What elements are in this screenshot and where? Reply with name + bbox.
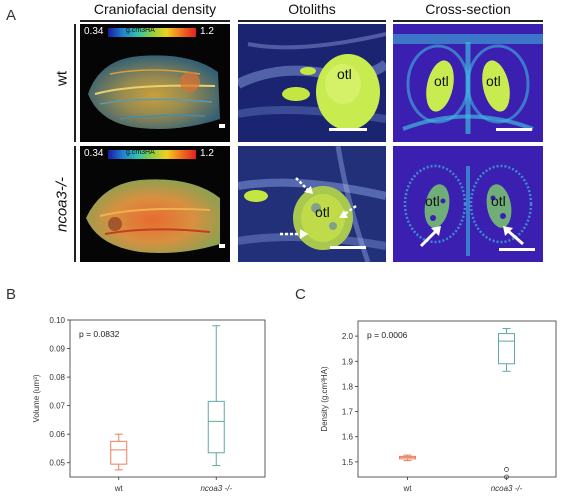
y-tick-label: 0.06 — [49, 430, 65, 439]
otolith-label: otl — [434, 73, 449, 89]
image-ncoa3-craniofacial — [80, 146, 230, 262]
y-tick-label: 1.7 — [342, 408, 354, 417]
colorbar-unit: g.cm3HA — [126, 27, 155, 34]
otolith-label: otl — [337, 66, 352, 82]
column-underline — [238, 20, 386, 22]
panel-letter-c: C — [295, 286, 306, 303]
otolith-label: otl — [425, 193, 440, 209]
colorbar-unit: g.cm3HA — [126, 149, 155, 156]
column-title-otoliths: Otoliths — [288, 1, 336, 17]
scale-bar — [499, 248, 535, 251]
plot-frame — [357, 320, 557, 478]
image-wt-craniofacial — [80, 24, 230, 142]
box-iqr — [498, 333, 515, 365]
p-value-annotation: p = 0.0832 — [79, 329, 120, 339]
colorbar-min: 0.34 — [84, 26, 104, 37]
p-value-annotation: p = 0.0006 — [367, 330, 408, 340]
image-ncoa3-cross-section: otl otl — [393, 146, 543, 262]
scale-bar — [219, 244, 225, 248]
y-axis-label: Volume (um³) — [32, 374, 41, 422]
colorbar: 0.34 g.cm3HA 1.2 — [84, 148, 226, 161]
scale-bar — [219, 124, 225, 128]
plot-frame — [69, 319, 266, 478]
y-tick-label: 1.5 — [342, 458, 354, 467]
x-tick-label: wt — [403, 484, 413, 493]
y-tick-label: 0.05 — [49, 459, 65, 468]
column-underline — [393, 20, 543, 22]
y-tick-label: 0.09 — [49, 345, 65, 354]
otolith-label: otl — [486, 73, 501, 89]
scale-bar — [496, 128, 532, 131]
column-underline — [80, 20, 230, 22]
x-tick-label: ncoa3 -/- — [491, 484, 523, 493]
y-tick-label: 1.6 — [342, 433, 354, 442]
otolith-label: otl — [315, 204, 330, 220]
y-tick-label: 1.9 — [342, 357, 354, 366]
column-title-cross-section: Cross-section — [425, 1, 511, 17]
outlier-point — [504, 467, 509, 472]
colorbar-min: 0.34 — [84, 148, 104, 159]
panel-letter-a: A — [6, 7, 17, 24]
x-tick-label: wt — [114, 484, 124, 493]
image-ncoa3-otolith: otl — [238, 146, 386, 262]
image-wt-cross-section: otl otl — [393, 24, 543, 142]
y-tick-label: 0.07 — [49, 402, 65, 411]
x-tick-label: ncoa3 -/- — [200, 484, 232, 493]
y-tick-label: 0.10 — [49, 316, 65, 325]
colorbar: 0.34 g.cm3HA 1.2 — [84, 26, 226, 39]
y-tick-label: 2.0 — [342, 332, 354, 341]
scale-bar — [330, 246, 366, 249]
y-tick-label: 0.08 — [49, 373, 65, 382]
colorbar-max: 1.2 — [200, 26, 214, 37]
colorbar-gradient — [108, 150, 196, 159]
box-plot-volume: 0.05 0.06 0.07 0.08 0.09 0.10 Volume (um³) p = … — [32, 316, 266, 493]
colorbar-gradient — [108, 28, 196, 37]
y-tick-label: 1.8 — [342, 382, 354, 391]
y-axis-label: Density (g.cm³HA) — [320, 366, 329, 432]
box-iqr — [207, 400, 225, 454]
row-label-ncoa3: ncoa3-/- — [53, 176, 71, 233]
colorbar-max: 1.2 — [200, 148, 214, 159]
box-iqr — [110, 440, 128, 465]
box-plot-density: 1.5 1.6 1.7 1.8 1.9 2.0 Density (g.cm³HA) p = 0… — [320, 320, 557, 493]
row-divider — [74, 146, 76, 262]
row-label-wt: wt — [53, 71, 71, 86]
row-divider — [74, 24, 76, 142]
outlier-point — [504, 474, 509, 480]
otolith-label: otl — [491, 193, 506, 209]
column-title-craniofacial: Craniofacial density — [93, 1, 217, 17]
scale-bar — [329, 128, 367, 131]
image-wt-otolith: otl — [238, 24, 386, 142]
panel-letter-b: B — [6, 286, 17, 303]
